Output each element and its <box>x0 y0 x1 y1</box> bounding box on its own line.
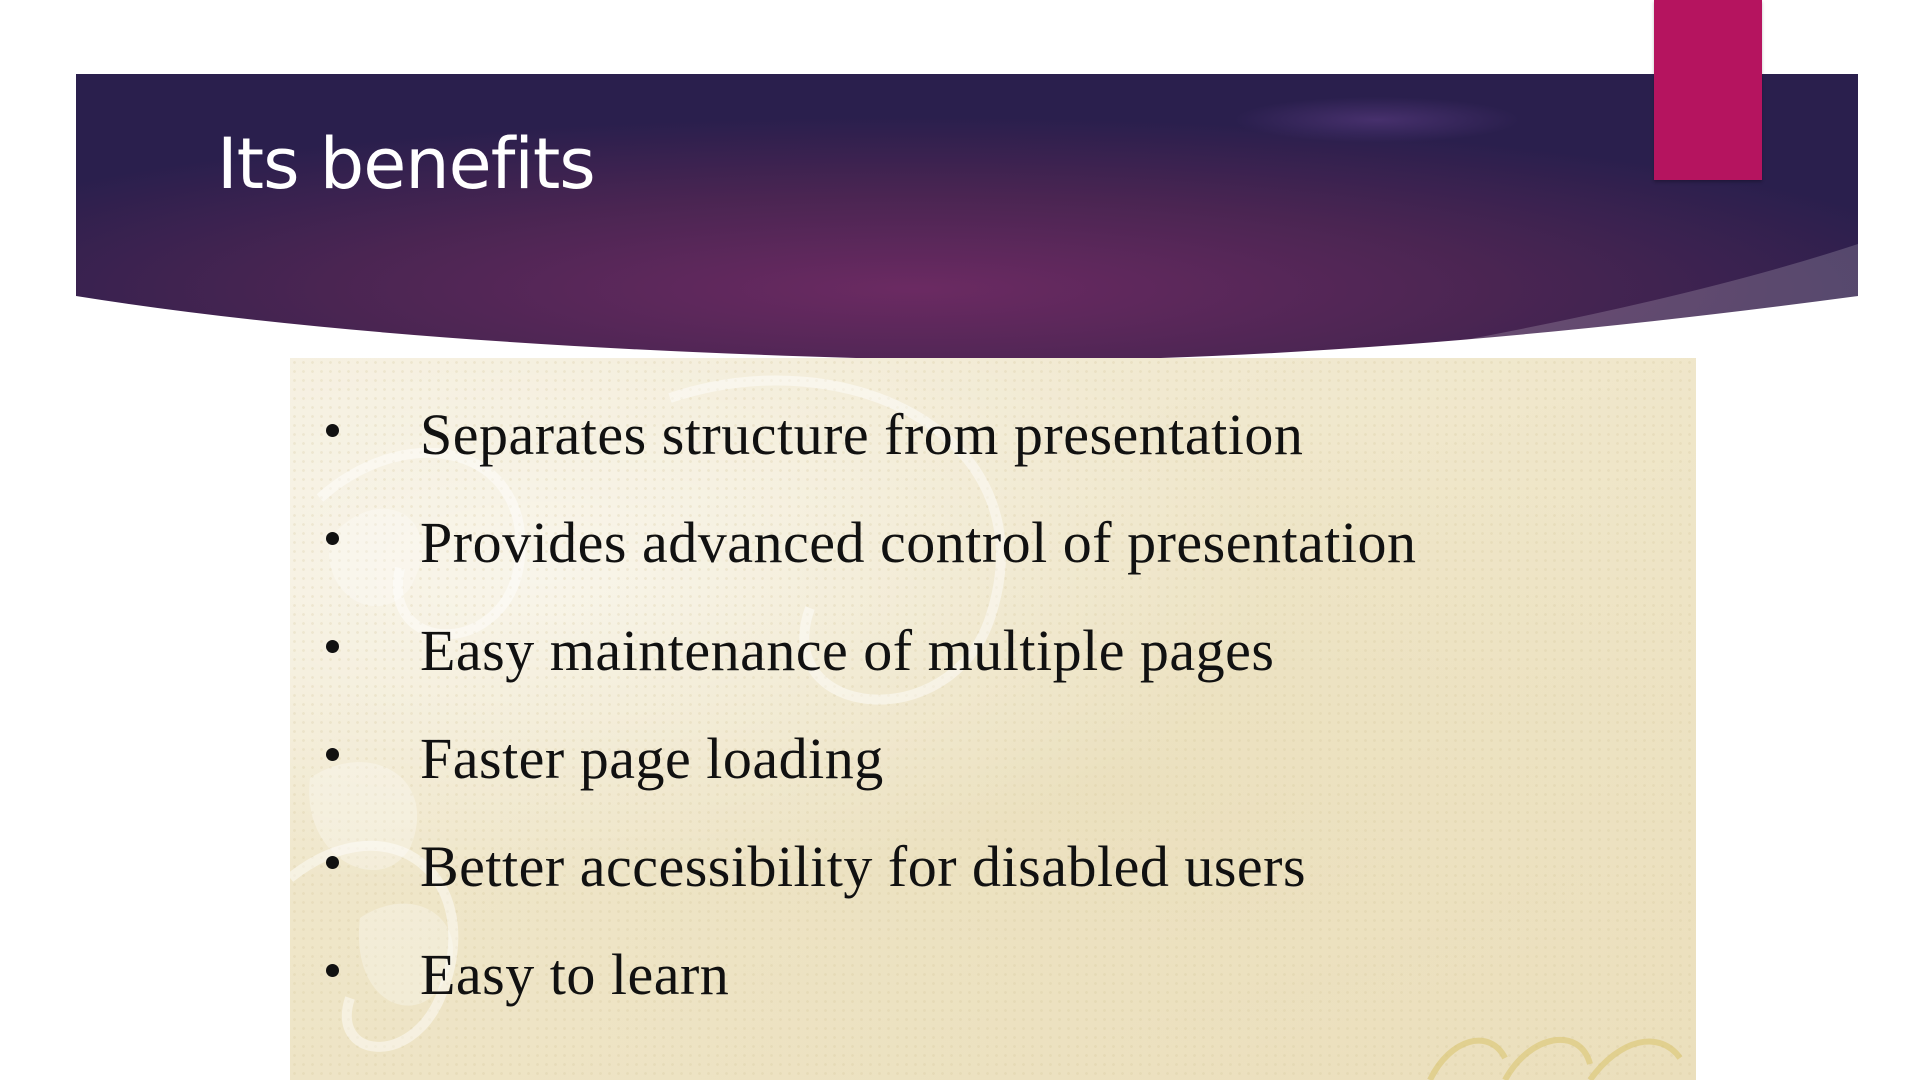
bullet-icon <box>326 748 339 761</box>
bullet-icon <box>326 424 339 437</box>
bullet-icon <box>326 640 339 653</box>
accent-tab <box>1654 0 1762 180</box>
floral-swirl-decoration <box>290 375 1683 1080</box>
list-item-text: Separates structure from presentation <box>420 402 1304 467</box>
bullet-icon <box>326 532 339 545</box>
list-item-text: Provides advanced control of presentatio… <box>420 510 1417 575</box>
bullet-icon <box>326 964 339 977</box>
benefits-image-panel: Separates structure from presentation Pr… <box>290 358 1696 1080</box>
list-item-text: Faster page loading <box>420 726 884 791</box>
list-item-text: Easy to learn <box>420 942 730 1007</box>
list-item-text: Easy maintenance of multiple pages <box>420 618 1275 683</box>
slide-title: Its benefits <box>217 123 596 205</box>
dot-pattern <box>290 358 1696 1080</box>
list-item-text: Better accessibility for disabled users <box>420 834 1307 899</box>
title-banner <box>76 74 1858 358</box>
bullet-icon <box>326 856 339 869</box>
